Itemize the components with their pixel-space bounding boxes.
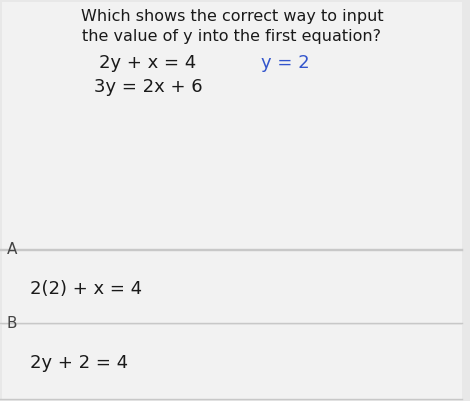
Text: the value of y into the first equation?: the value of y into the first equation? [83, 28, 382, 43]
FancyBboxPatch shape [2, 325, 462, 399]
Text: 2(2) + x = 4: 2(2) + x = 4 [30, 280, 142, 298]
FancyBboxPatch shape [2, 249, 462, 323]
Text: 2y + 2 = 4: 2y + 2 = 4 [30, 354, 128, 372]
Text: y = 2: y = 2 [261, 54, 309, 72]
Text: A: A [7, 241, 17, 257]
FancyBboxPatch shape [2, 2, 462, 249]
Text: Which shows the correct way to input: Which shows the correct way to input [81, 8, 384, 24]
Text: 2y + x = 4: 2y + x = 4 [99, 54, 196, 72]
Text: B: B [7, 316, 17, 330]
Text: 3y = 2x + 6: 3y = 2x + 6 [94, 78, 202, 96]
